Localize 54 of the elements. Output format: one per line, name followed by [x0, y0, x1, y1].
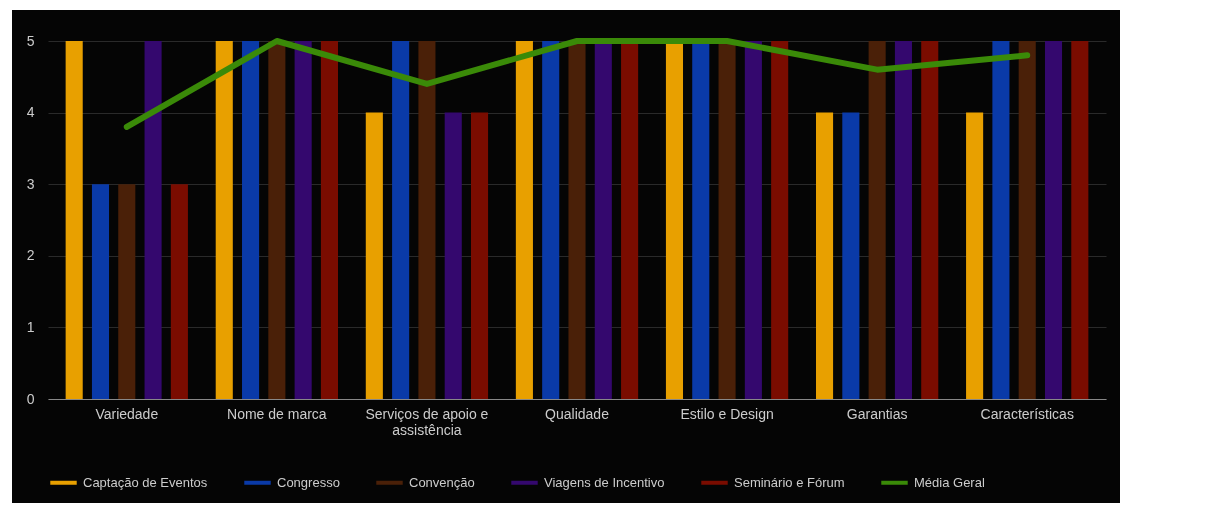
bar [1044, 41, 1063, 399]
legend-label: Média Geral [914, 474, 985, 490]
y-tick-label: 0 [26, 390, 35, 407]
x-tick-label: Estilo e Design [680, 405, 774, 422]
bar [692, 41, 710, 399]
bar [242, 41, 260, 399]
bar [1018, 41, 1036, 399]
legend-label: Seminário e Fórum [734, 474, 845, 490]
bar [320, 41, 339, 399]
bar [65, 41, 83, 399]
x-tick-label: Nome de marca [227, 405, 327, 422]
bar [718, 41, 736, 399]
x-tick-label: Garantias [846, 405, 908, 422]
bar [444, 112, 462, 399]
bar [170, 184, 188, 399]
legend-label: Congresso [277, 474, 340, 490]
y-tick-label: 1 [26, 318, 35, 335]
bar [921, 41, 939, 399]
bar [418, 41, 436, 399]
y-tick-label: 5 [26, 32, 35, 49]
bar [815, 112, 834, 399]
y-tick-label: 2 [26, 247, 35, 264]
bar [842, 112, 860, 399]
bar [365, 112, 383, 399]
bar [621, 41, 639, 399]
bar [744, 41, 762, 399]
bar [118, 184, 136, 399]
bar [1071, 41, 1089, 399]
bar [215, 41, 233, 399]
bar [868, 41, 886, 399]
bar [894, 41, 912, 399]
bar [542, 41, 560, 399]
bar [568, 41, 586, 399]
bar [771, 41, 789, 399]
bar [992, 41, 1010, 399]
bar [268, 41, 286, 399]
legend-label: Viagens de Incentivo [544, 474, 665, 490]
legend-label: Captação de Eventos [83, 474, 208, 490]
bar [294, 41, 312, 399]
x-tick-label: Características [980, 405, 1074, 422]
legend-label: Convenção [409, 474, 475, 490]
bar [392, 41, 410, 399]
bar [665, 41, 684, 399]
y-tick-label: 3 [26, 175, 35, 192]
bar [966, 112, 984, 399]
bar [470, 112, 489, 399]
x-tick-label: Qualidade [545, 405, 610, 422]
bar [91, 184, 110, 399]
bar [144, 41, 162, 399]
x-tick-label: Serviços de apoio e assistência [365, 405, 489, 438]
bar [594, 41, 612, 399]
y-tick-label: 4 [26, 104, 35, 121]
x-tick-label: Variedade [95, 405, 159, 422]
bar [515, 41, 533, 399]
